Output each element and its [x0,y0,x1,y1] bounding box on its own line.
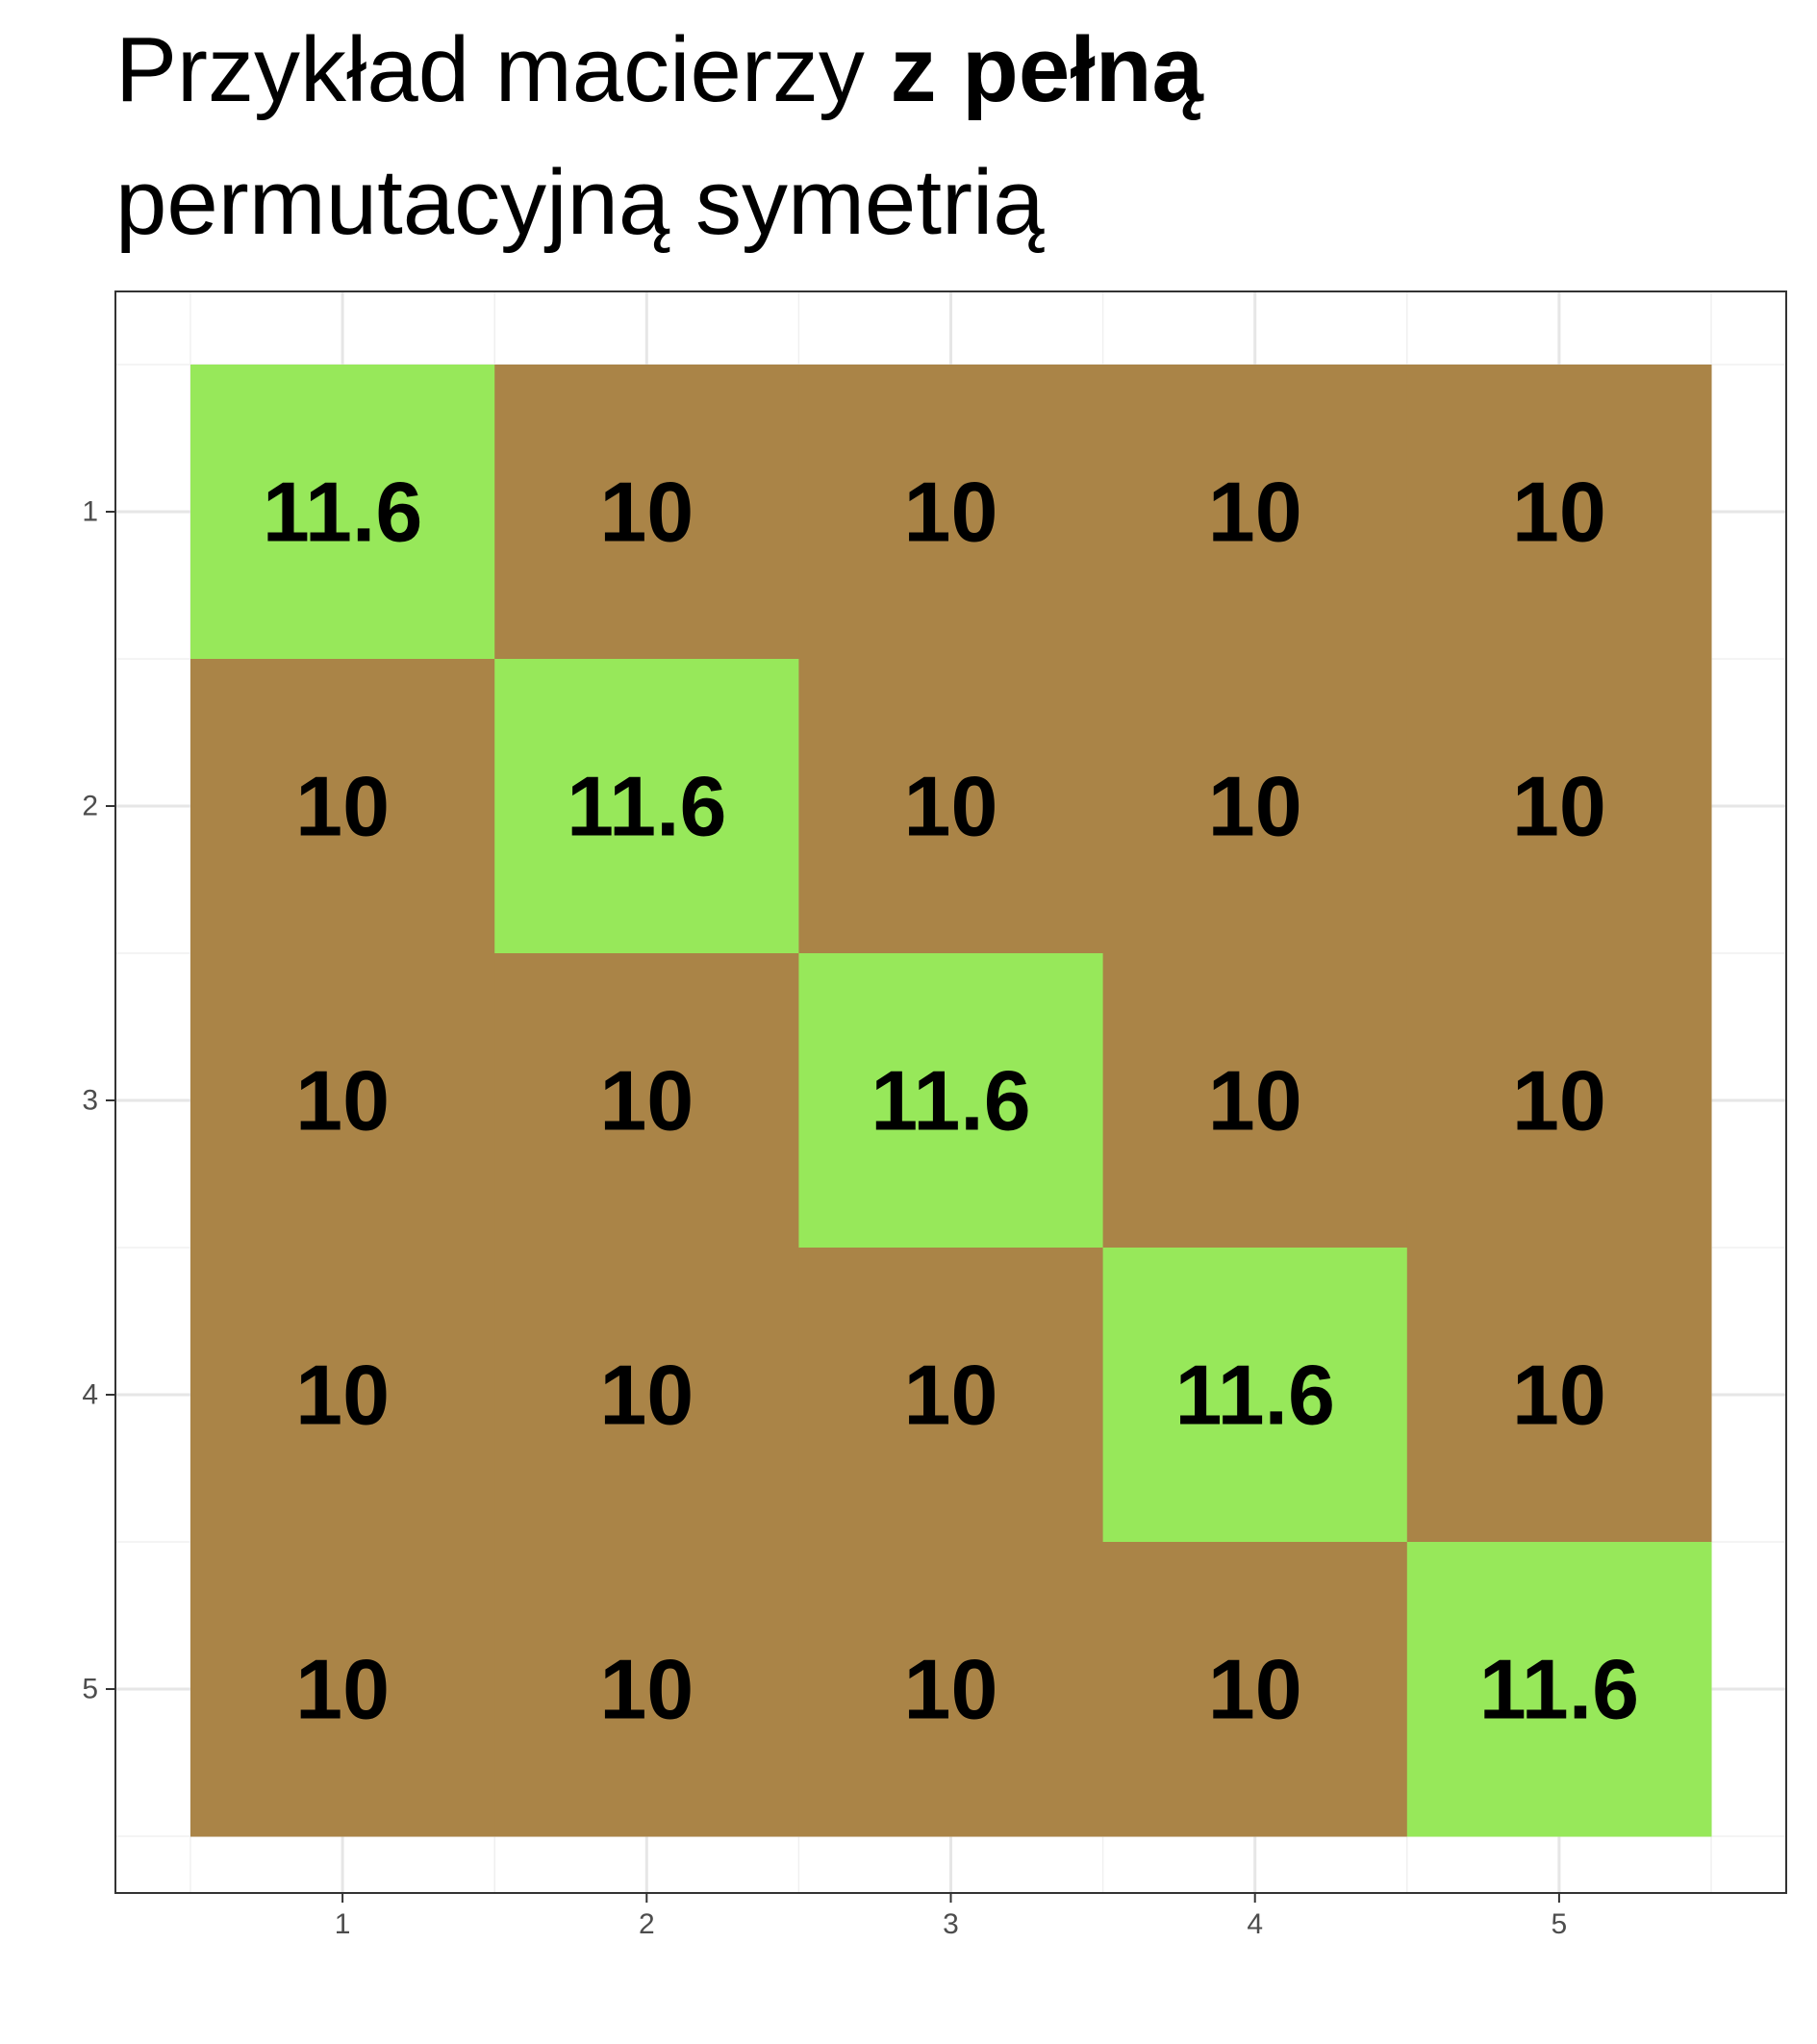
heatmap-cell [1406,365,1712,660]
cell-value-label: 10 [295,759,390,854]
cell-value-label: 10 [1512,465,1606,560]
heatmap-cell [190,953,495,1249]
heatmap-cell [1102,1542,1408,1837]
heatmap-cell [494,953,799,1249]
heatmap-cell [1102,1248,1408,1543]
y-tick-label: 5 [82,1674,98,1705]
cell-value-label: 10 [1512,1348,1606,1443]
cell-value-label: 10 [904,1348,998,1443]
cell-value-label: 11.6 [567,759,726,854]
cell-value-label: 10 [904,465,998,560]
cell-value-label: 10 [904,759,998,854]
heatmap-cell [1406,1542,1712,1837]
title-line1-regular: Przykład macierzy [115,18,891,121]
x-tick-label: 3 [943,1908,959,1940]
heatmap-cell [1102,659,1408,954]
heatmap-cells [190,365,1712,1837]
heatmap-cell [798,659,1104,954]
axes: 1 2 3 4 5 1 2 3 4 5 [82,496,1567,1941]
y-tick-label: 4 [82,1379,98,1411]
heatmap-cell [190,1248,495,1543]
heatmap-cell [1406,659,1712,954]
x-tick-label: 4 [1247,1908,1263,1940]
cell-value-label: 10 [295,1642,390,1737]
cell-value-label: 10 [599,465,694,560]
title-line1-bold: z pełną [890,18,1203,121]
chart-title: Przykład macierzy z pełną permutacyjną sy… [115,4,1203,269]
cell-value-label: 10 [1208,1642,1302,1737]
heatmap-cell [190,659,495,954]
x-tick-label: 1 [335,1908,351,1940]
y-tick-label: 3 [82,1085,98,1117]
cell-value-label: 11.6 [1479,1642,1639,1737]
heatmap-cell [494,365,799,660]
x-tick-label: 2 [639,1908,655,1940]
cell-value-label: 10 [599,1348,694,1443]
cell-value-label: 10 [599,1642,694,1737]
heatmap-cell [494,1542,799,1837]
cell-value-label: 11.6 [871,1053,1030,1148]
cell-value-label: 10 [599,1053,694,1148]
heatmap-cell [494,1248,799,1543]
heatmap-cell [190,1542,495,1837]
heatmap-cell [798,365,1104,660]
heatmap-cell [1406,953,1712,1249]
cell-labels: 11.6 10 10 10 10 10 11.6 10 10 10 10 10 11.6 10 10 10 10… [263,465,1639,1737]
heatmap-cell [1406,1248,1712,1543]
heatmap-cell [1102,365,1408,660]
heatmap-cell [798,1248,1104,1543]
y-tick-label: 2 [82,791,98,822]
cell-value-label: 10 [295,1053,390,1148]
x-tick-label: 5 [1552,1908,1568,1940]
title-line2: permutacyjną symetrią [115,151,1045,254]
cell-value-label: 11.6 [1174,1348,1334,1443]
cell-value-label: 10 [1512,1053,1606,1148]
y-tick-label: 1 [82,496,98,528]
heatmap-cell [190,365,495,660]
cell-value-label: 10 [1208,759,1302,854]
heatmap-cell [798,1542,1104,1837]
cell-value-label: 10 [904,1642,998,1737]
heatmap-cell [1102,953,1408,1249]
cell-value-label: 10 [295,1348,390,1443]
cell-value-label: 10 [1512,759,1606,854]
cell-value-label: 10 [1208,1053,1302,1148]
heatmap-cell [798,953,1104,1249]
heatmap-cell [494,659,799,954]
cell-value-label: 11.6 [263,465,422,560]
cell-value-label: 10 [1208,465,1302,560]
